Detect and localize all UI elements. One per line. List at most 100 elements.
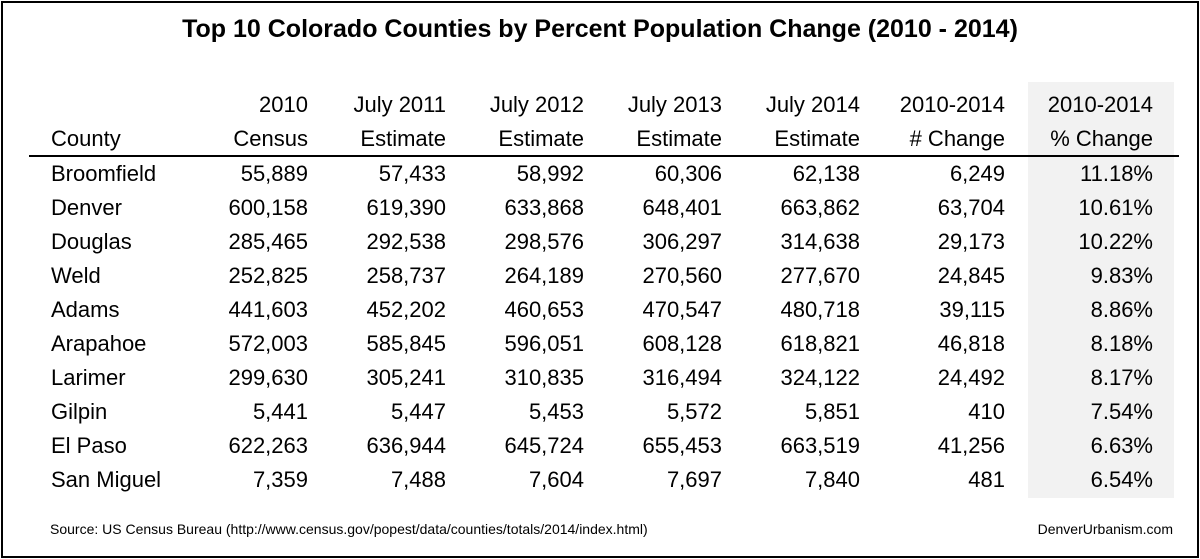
table-cell: 324,122 bbox=[780, 365, 860, 390]
table-cell: 600,158 bbox=[228, 195, 308, 220]
column-header: Estimate bbox=[498, 126, 584, 151]
table-cell: 7,488 bbox=[390, 467, 446, 492]
county-name: Gilpin bbox=[51, 399, 108, 424]
column-header: # Change bbox=[909, 126, 1005, 151]
column-header: 2010 bbox=[259, 92, 308, 117]
county-name: Denver bbox=[51, 195, 122, 220]
table-cell: 29,173 bbox=[937, 229, 1005, 254]
table-cell: 298,576 bbox=[504, 229, 584, 254]
header-rule bbox=[29, 155, 1179, 157]
table-cell: 39,115 bbox=[939, 297, 1005, 322]
column-header: 2010-2014 bbox=[899, 92, 1005, 117]
table-cell: 619,390 bbox=[366, 195, 446, 220]
table-cell: 6.63% bbox=[1090, 433, 1153, 458]
table-cell: 63,704 bbox=[937, 195, 1005, 220]
table-cell: 41,256 bbox=[937, 433, 1005, 458]
column-header: July 2014 bbox=[765, 92, 860, 117]
table-cell: 7,697 bbox=[666, 467, 722, 492]
table-cell: 7,840 bbox=[804, 467, 860, 492]
table-cell: 314,638 bbox=[780, 229, 860, 254]
table-cell: 299,630 bbox=[228, 365, 308, 390]
table-cell: 441,603 bbox=[228, 297, 308, 322]
table-cell: 10.61% bbox=[1078, 195, 1153, 220]
table-cell: 57,433 bbox=[378, 161, 446, 186]
source-note: Source: US Census Bureau (http://www.cen… bbox=[50, 521, 648, 537]
table-cell: 663,519 bbox=[780, 433, 860, 458]
county-name: Arapahoe bbox=[51, 331, 147, 356]
table-cell: 452,202 bbox=[366, 297, 446, 322]
chart-title: Top 10 Colorado Counties by Percent Popu… bbox=[182, 15, 1018, 43]
county-name: Adams bbox=[51, 297, 120, 322]
table-cell: 24,845 bbox=[937, 263, 1005, 288]
table-cell: 252,825 bbox=[228, 263, 308, 288]
county-name: Douglas bbox=[51, 229, 132, 254]
table-cell: 316,494 bbox=[642, 365, 722, 390]
table-cell: 58,992 bbox=[516, 161, 584, 186]
column-header: July 2013 bbox=[627, 92, 722, 117]
table-cell: 633,868 bbox=[504, 195, 584, 220]
table-cell: 460,653 bbox=[504, 297, 584, 322]
column-header: Estimate bbox=[774, 126, 860, 151]
column-header: Estimate bbox=[636, 126, 722, 151]
table-cell: 5,851 bbox=[804, 399, 860, 424]
table-cell: 258,737 bbox=[366, 263, 446, 288]
table-cell: 60,306 bbox=[654, 161, 722, 186]
table-cell: 9.83% bbox=[1090, 263, 1153, 288]
table-cell: 5,441 bbox=[252, 399, 308, 424]
table-cell: 7,604 bbox=[528, 467, 584, 492]
table-cell: 7,359 bbox=[252, 467, 308, 492]
table-cell: 481 bbox=[968, 467, 1005, 492]
table-cell: 264,189 bbox=[504, 263, 584, 288]
county-name: Larimer bbox=[51, 365, 126, 390]
table-cell: 24,492 bbox=[937, 365, 1005, 390]
table-cell: 648,401 bbox=[642, 195, 722, 220]
table-cell: 636,944 bbox=[366, 433, 446, 458]
county-name: San Miguel bbox=[51, 467, 162, 492]
column-header: County bbox=[51, 126, 121, 151]
column-header: % Change bbox=[1050, 126, 1153, 151]
column-header: Estimate bbox=[360, 126, 446, 151]
table-cell: 470,547 bbox=[642, 297, 722, 322]
table-cell: 8.18% bbox=[1090, 331, 1153, 356]
column-header: Census bbox=[233, 126, 308, 151]
table-cell: 5,447 bbox=[390, 399, 446, 424]
table-cell: 8.17% bbox=[1090, 365, 1153, 390]
table-cell: 645,724 bbox=[504, 433, 584, 458]
table-cell: 62,138 bbox=[792, 161, 860, 186]
county-name: Weld bbox=[51, 263, 101, 288]
table-cell: 618,821 bbox=[780, 331, 860, 356]
table-cell: 46,818 bbox=[937, 331, 1005, 356]
table-cell: 622,263 bbox=[228, 433, 308, 458]
table-cell: 480,718 bbox=[780, 297, 860, 322]
table-cell: 55,889 bbox=[240, 161, 308, 186]
table-cell: 663,862 bbox=[780, 195, 860, 220]
column-header: 2010-2014 bbox=[1047, 92, 1153, 117]
table-cell: 608,128 bbox=[642, 331, 722, 356]
table-cell: 5,572 bbox=[666, 399, 722, 424]
table-cell: 306,297 bbox=[642, 229, 722, 254]
table-cell: 8.86% bbox=[1090, 297, 1153, 322]
county-name: El Paso bbox=[51, 433, 127, 458]
table-cell: 655,453 bbox=[642, 433, 722, 458]
table-cell: 285,465 bbox=[228, 229, 308, 254]
table-cell: 270,560 bbox=[642, 263, 722, 288]
table-cell: 572,003 bbox=[228, 331, 308, 356]
table-cell: 7.54% bbox=[1090, 399, 1153, 424]
table-cell: 277,670 bbox=[780, 263, 860, 288]
table-cell: 305,241 bbox=[366, 365, 446, 390]
table-cell: 585,845 bbox=[366, 331, 446, 356]
table-cell: 5,453 bbox=[528, 399, 584, 424]
column-header: July 2011 bbox=[353, 92, 446, 117]
site-credit: DenverUrbanism.com bbox=[1037, 521, 1173, 537]
table-cell: 596,051 bbox=[504, 331, 584, 356]
table-cell: 6.54% bbox=[1090, 467, 1153, 492]
table-cell: 410 bbox=[968, 399, 1005, 424]
table-cell: 10.22% bbox=[1078, 229, 1153, 254]
table-cell: 292,538 bbox=[366, 229, 446, 254]
table-cell: 310,835 bbox=[504, 365, 584, 390]
table-cell: 11.18% bbox=[1080, 161, 1153, 186]
highlight-column bbox=[1028, 82, 1174, 498]
column-header: July 2012 bbox=[489, 92, 584, 117]
table-cell: 6,249 bbox=[949, 161, 1005, 186]
